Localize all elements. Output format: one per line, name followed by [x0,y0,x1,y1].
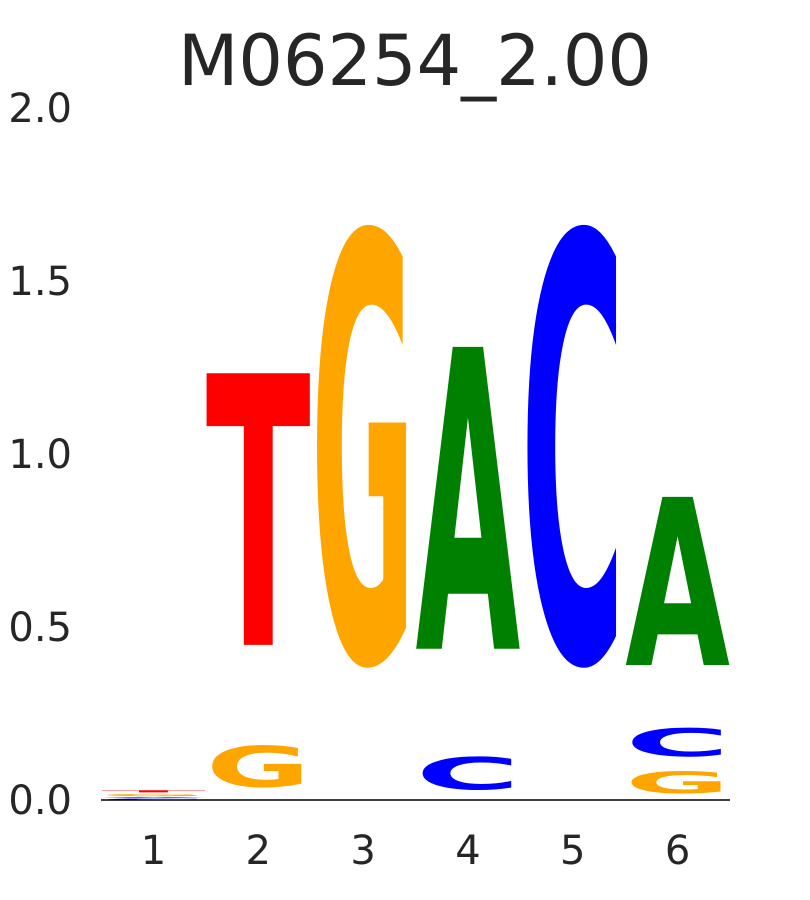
y-tick-label: 0.5 [8,605,72,651]
logo-letter-G: G [206,735,311,800]
logo-letter-G: G [101,793,206,796]
y-tick-label: 2.0 [8,86,72,132]
x-tick-label: 2 [246,828,271,874]
y-tick-label: 1.0 [8,432,72,478]
logo-letter-G: G [625,765,730,799]
logo-letter-A: A [101,797,206,799]
logo-letter-T: T [101,790,206,793]
y-axis-ticks: 0.0 0.5 1.0 1.5 2.0 [8,86,72,824]
logo-letter-C: C [625,721,730,766]
y-tick-label: 1.5 [8,259,72,305]
x-tick-label: 1 [141,828,166,874]
logo-letter-C: C [520,115,625,798]
logo-letter-T: T [206,300,312,734]
logo-letter-A: A [416,264,522,747]
logo-letter-A: A [625,450,730,720]
logo-letter-C: C [416,748,521,800]
logo-letter-C: C [101,798,206,800]
x-tick-label: 3 [350,828,375,874]
x-tick-label: 4 [455,828,480,874]
x-tick-label: 5 [560,828,585,874]
logo-letter-G: G [311,116,416,797]
chart-title: M06254_2.00 [178,20,652,102]
y-tick-label: 0.0 [8,778,72,824]
x-tick-label: 6 [665,828,690,874]
x-axis-ticks: 1 2 3 4 5 6 [141,828,691,874]
